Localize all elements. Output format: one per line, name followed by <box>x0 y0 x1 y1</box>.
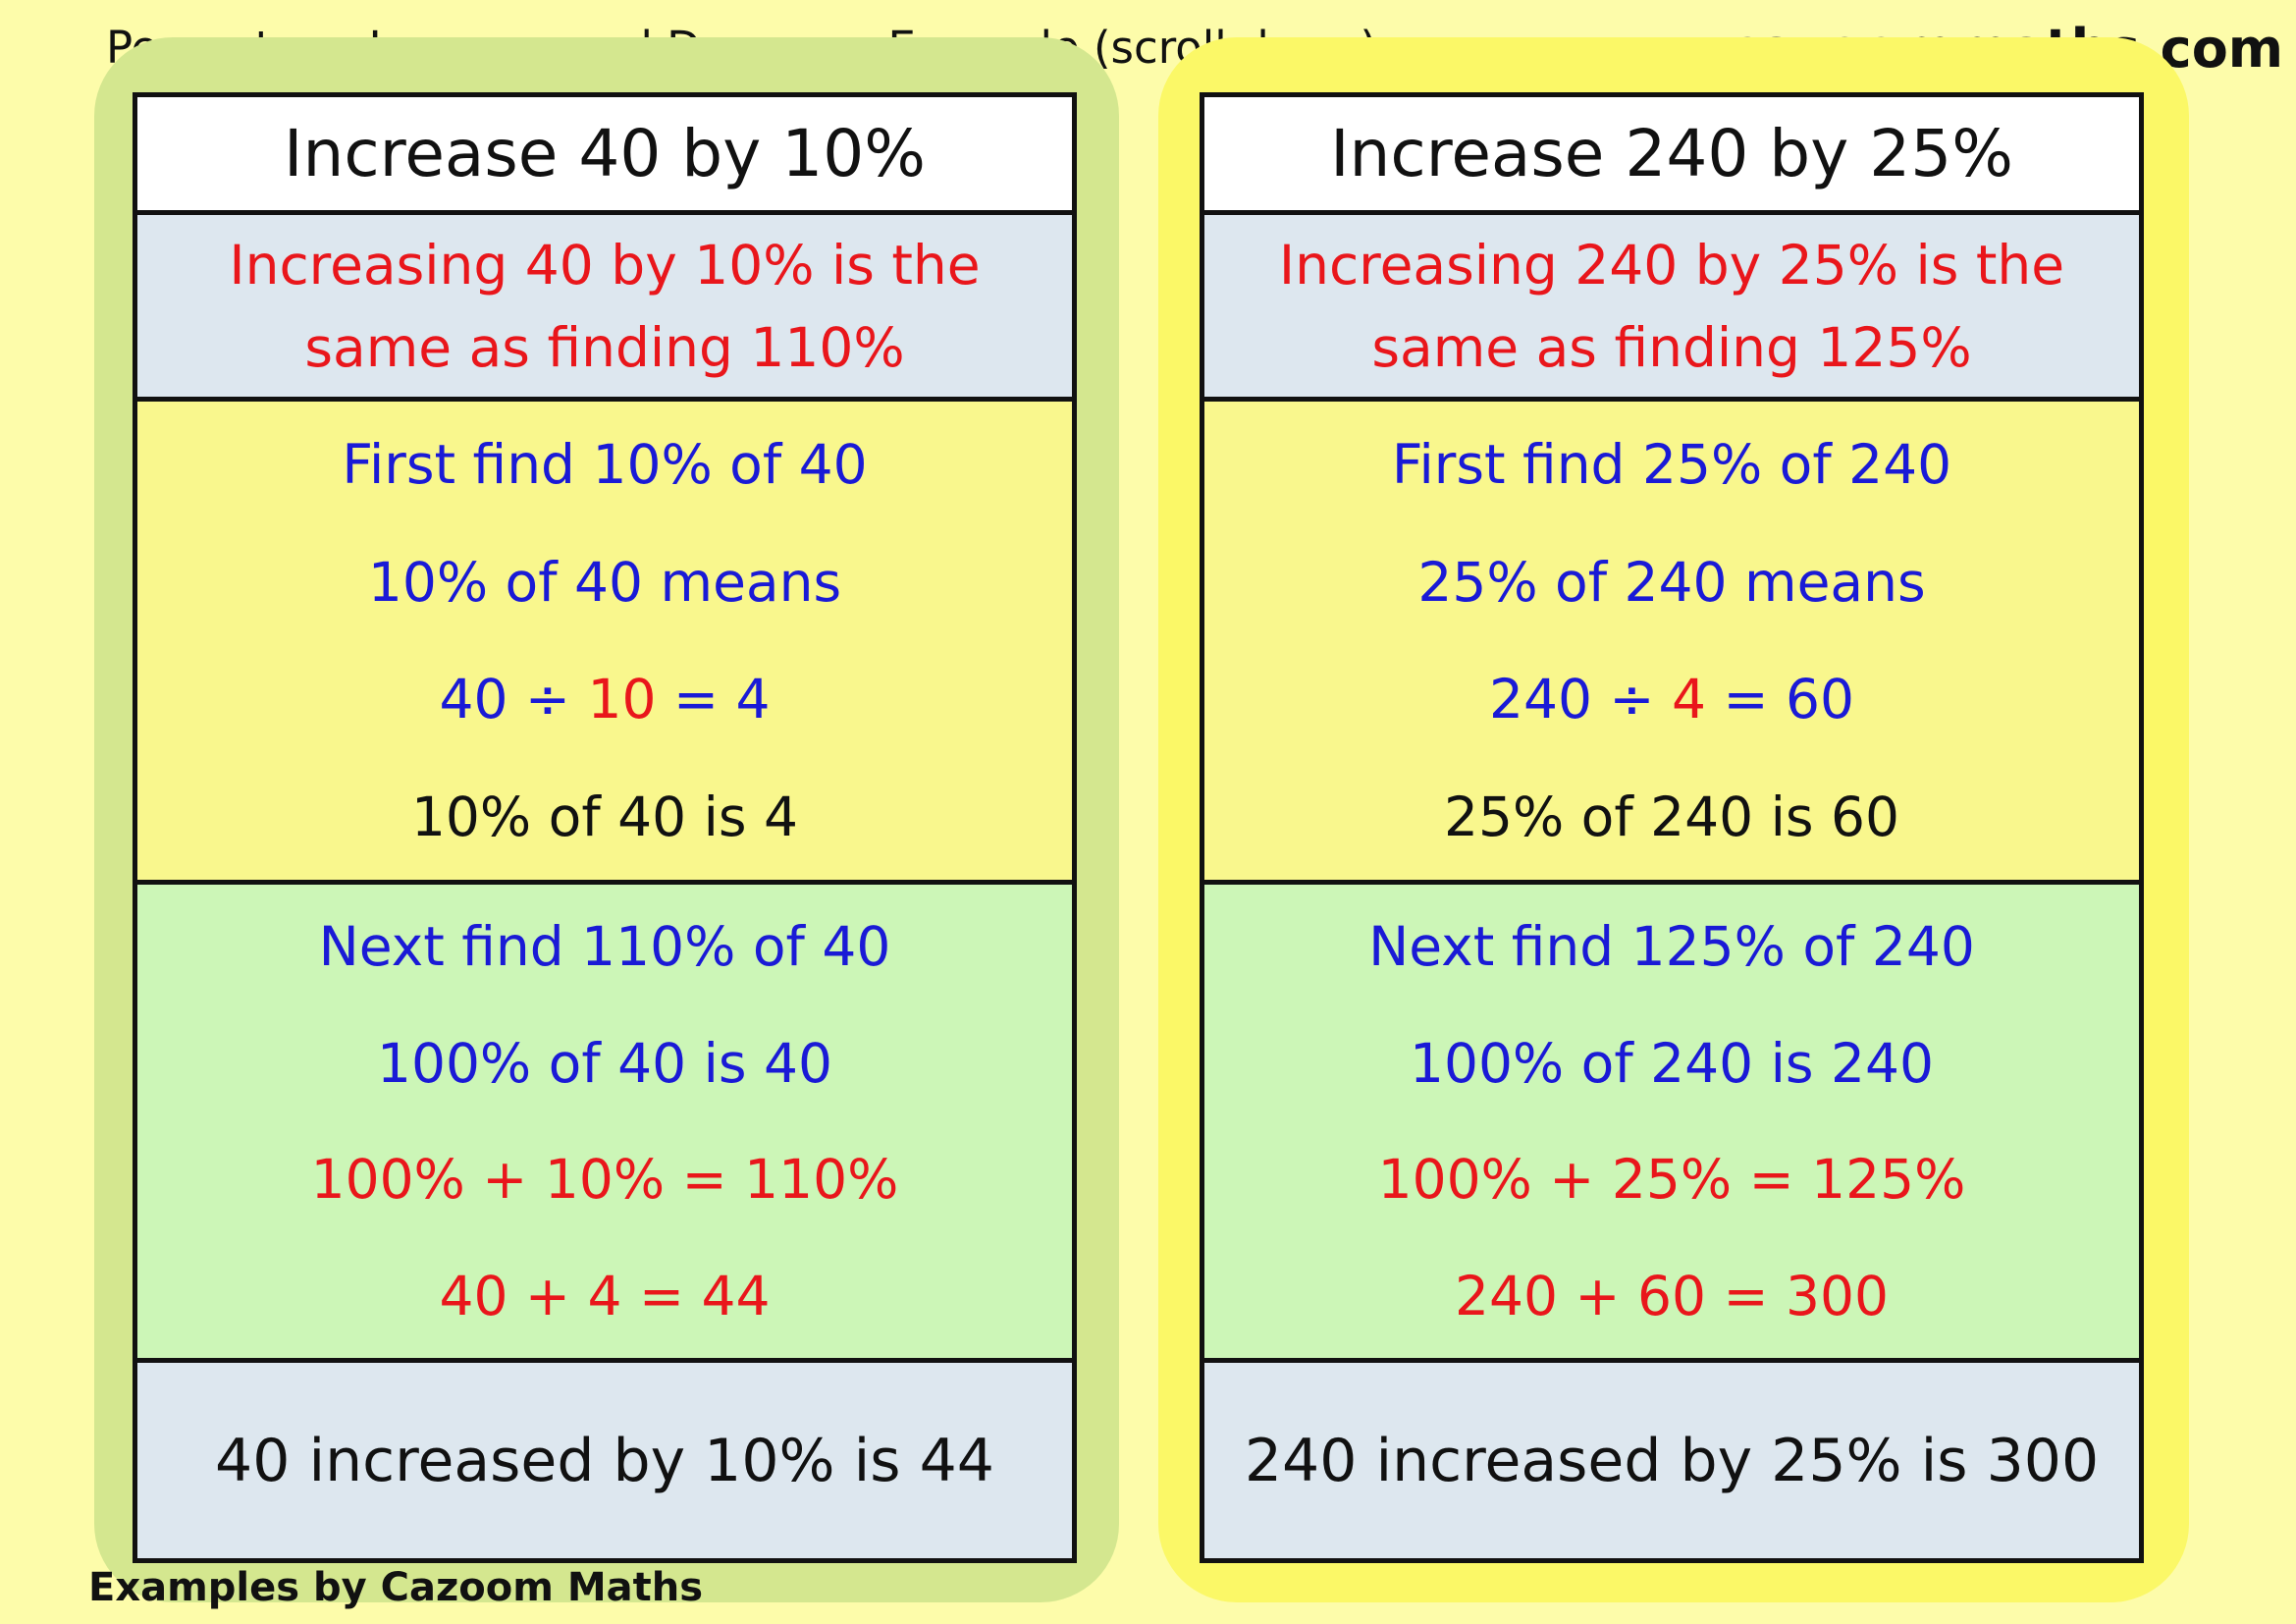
step-one-section: First find 25% of 240 25% of 240 means 2… <box>1204 402 2139 885</box>
step-two-value-sum: 40 + 4 = 44 <box>439 1264 771 1327</box>
calc-dividend: 240 ÷ <box>1488 668 1672 731</box>
step-one-result: 10% of 40 is 4 <box>410 785 799 849</box>
calc-quotient: = 4 <box>656 668 771 731</box>
example-card-left: Increase 40 by 10% Increasing 40 by 10% … <box>133 92 1077 1563</box>
credit-footer: Examples by Cazoom Maths <box>88 1565 704 1610</box>
step-two-percent-sum: 100% + 25% = 125% <box>1377 1148 1966 1212</box>
step-one-heading: First find 10% of 40 <box>342 432 868 496</box>
example-note-section: Increasing 240 by 25% is the same as fin… <box>1204 215 2139 402</box>
step-one-calculation: 240 ÷ 4 = 60 <box>1489 665 1854 733</box>
example-note: Increasing 240 by 25% is the same as fin… <box>1278 233 2065 379</box>
calc-quotient: = 60 <box>1705 668 1855 731</box>
step-two-base: 100% of 40 is 40 <box>376 1031 833 1095</box>
step-two-value-sum: 240 + 60 = 300 <box>1454 1264 1890 1327</box>
step-one-means: 25% of 240 means <box>1417 550 1926 614</box>
step-two-percent-sum: 100% + 10% = 110% <box>310 1148 899 1212</box>
step-two-heading: Next find 125% of 240 <box>1368 915 1975 979</box>
step-one-means: 10% of 40 means <box>367 550 842 614</box>
answer-section: 40 increased by 10% is 44 <box>137 1363 1072 1558</box>
example-title: Increase 240 by 25% <box>1330 116 2013 191</box>
step-two-section: Next find 125% of 240 100% of 240 is 240… <box>1204 885 2139 1363</box>
step-two-section: Next find 110% of 40 100% of 40 is 40 10… <box>137 885 1072 1363</box>
calc-dividend: 40 ÷ <box>439 668 588 731</box>
step-two-base: 100% of 240 is 240 <box>1409 1031 1935 1095</box>
calc-divisor: 10 <box>587 668 657 731</box>
final-answer: 240 increased by 25% is 300 <box>1244 1426 2100 1495</box>
example-title: Increase 40 by 10% <box>284 116 926 191</box>
example-title-section: Increase 40 by 10% <box>137 97 1072 215</box>
example-card-right: Increase 240 by 25% Increasing 240 by 25… <box>1200 92 2144 1563</box>
step-one-section: First find 10% of 40 10% of 40 means 40 … <box>137 402 1072 885</box>
step-one-heading: First find 25% of 240 <box>1391 432 1952 496</box>
example-title-section: Increase 240 by 25% <box>1204 97 2139 215</box>
final-answer: 40 increased by 10% is 44 <box>215 1426 994 1495</box>
step-one-result: 25% of 240 is 60 <box>1443 785 1900 849</box>
example-note: Increasing 40 by 10% is the same as find… <box>229 233 981 379</box>
example-note-section: Increasing 40 by 10% is the same as find… <box>137 215 1072 402</box>
step-two-heading: Next find 110% of 40 <box>318 915 891 979</box>
calc-divisor: 4 <box>1671 668 1706 731</box>
answer-section: 240 increased by 25% is 300 <box>1204 1363 2139 1558</box>
step-one-calculation: 40 ÷ 10 = 4 <box>439 665 770 733</box>
